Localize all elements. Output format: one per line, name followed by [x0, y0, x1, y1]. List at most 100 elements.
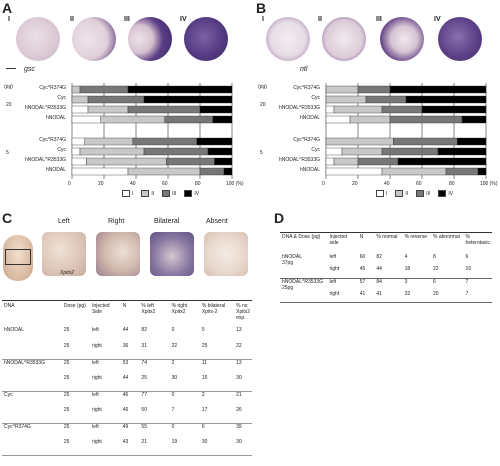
embryo-image-b2: [322, 17, 366, 61]
tick-b-0: 0: [322, 181, 325, 187]
header-c-bilateral: % bilateral Xpitx-2: [201, 303, 226, 315]
table-cell-normal: 82: [376, 254, 382, 260]
chart-b-bar-4-stage-II: [325, 137, 394, 146]
tick-a-1: 20: [98, 181, 104, 187]
bar-label-b-2: hNODAL^R3533G: [279, 105, 320, 111]
chart-a-bar-0-stage-III: [79, 85, 129, 94]
dna-name: hNODAL^R3533G: [282, 278, 323, 285]
table-cell-normal: 84: [376, 278, 382, 285]
panel-b-label: B: [256, 0, 267, 16]
header-c-dna: DNA: [4, 303, 15, 309]
table-cell-side: left: [92, 327, 99, 333]
chart-b-bar-0-stage-IV: [389, 85, 487, 94]
legend-item-a-3: III: [162, 190, 176, 197]
embryo-image-a2: [72, 17, 116, 61]
chart-b-bar-3-stage-III: [389, 115, 463, 124]
header-d-dna: DNA & Dose (pg): [282, 234, 321, 240]
table-cell-side: right: [329, 266, 340, 272]
chart-a-bar-7-stage-I: [71, 167, 129, 176]
embryo-image-a1: [16, 17, 60, 61]
chart-a-bar-3-stage-II: [100, 115, 165, 124]
dose-low-a: 5: [6, 150, 9, 156]
tick-a-4: 80: [195, 181, 201, 187]
table-cell-bi: 6: [201, 423, 205, 430]
chart-a-bar-4-stage-IV: [196, 137, 233, 146]
chart-b-bar-3-stage-I: [325, 115, 351, 124]
table-cell-dose: 25: [63, 439, 70, 445]
photo-absent: [204, 232, 248, 276]
bar-label-b-5: Cyc: [311, 147, 320, 153]
table-cell-left: 50: [141, 407, 147, 413]
table-cell-n: 46: [122, 391, 129, 398]
table-cell-bi: 2: [201, 391, 205, 398]
table-cell-dose: 25: [63, 327, 70, 333]
chart-b-bar-7-stage-IV: [477, 167, 487, 176]
bar-label-b-4: Cyc^R374G: [293, 137, 320, 143]
table-cell-n: 44: [122, 327, 129, 333]
chart-a-bar-3-stage-I: [71, 115, 101, 124]
table-cell-side: right: [92, 439, 102, 445]
chart-b-bar-2-stage-II: [333, 105, 383, 114]
chart-a-bar-1-stage-II: [71, 95, 89, 104]
photo-label-right: Right: [108, 218, 125, 225]
table-cell-bi: 11: [201, 359, 208, 366]
table-cell-abnormal: 22: [433, 266, 439, 272]
dna-dose: 25pg: [282, 284, 294, 291]
table-cell-dna: [2, 407, 62, 423]
stacked-bar-chart-a: [71, 83, 233, 179]
table-cell-dna: [2, 343, 62, 359]
chart-a-bar-2-stage-II: [87, 105, 129, 114]
stage-label-a1: I: [8, 16, 10, 23]
table-cell-right: 22: [171, 343, 178, 349]
chart-b-bar-4-stage-IV: [456, 137, 487, 146]
panel-a-label: A: [2, 0, 13, 16]
header-c-n: N: [122, 303, 127, 309]
legend-item-b-4: IV: [438, 190, 453, 197]
chart-a-bar-0-stage-IV: [127, 85, 233, 94]
table-cell-dna: [2, 439, 62, 455]
table-d-top-rule: [280, 232, 492, 233]
legend-item-a-2: II: [141, 190, 154, 197]
stage-label-b3: III: [376, 16, 382, 23]
bar-label-a-4: Cyc^R374G: [39, 137, 66, 143]
header-c-dose: Dose (pg): [63, 303, 86, 309]
tick-b-3: 60: [416, 181, 422, 187]
table-cell-bi: 15: [201, 375, 208, 381]
table-d: DNA & Dose (pg) Injected side N % normal…: [280, 234, 492, 303]
photo-label-left: Left: [58, 218, 70, 225]
table-row: hNODAL^R3533G 25pg left 57 84 3 6 7: [280, 278, 492, 291]
table-cell-right: 30: [171, 375, 178, 381]
dose-low-b: 5: [260, 150, 263, 156]
table-row: 25 right 43 21 19 30 30: [2, 439, 252, 455]
table-cell-dna: hNODAL^R3533G: [4, 359, 45, 366]
table-cell-hetero: 16: [465, 266, 472, 272]
table-cell-dna: [280, 291, 328, 303]
bar-label-a-2: hNODAL^R3533G: [25, 105, 66, 111]
table-row: right 45 44 18 22 16: [280, 266, 492, 278]
header-d-heterotaxic: % heterotaxic: [465, 234, 491, 246]
bar-label-b-1: Cyc: [311, 95, 320, 101]
table-cell-dna: hNODAL 37pg: [280, 254, 328, 266]
chart-a-bar-7-stage-IV: [223, 167, 233, 176]
chart-a-bar-6-stage-III: [166, 157, 215, 166]
bar-label-b-7: hNODAL: [299, 167, 320, 173]
table-row: 25 right 36 31 22 25 22: [2, 343, 252, 359]
chart-b-bar-7-stage-II: [381, 167, 447, 176]
legend-a: I II III IV: [122, 190, 199, 197]
table-cell-reverse: 18: [404, 266, 411, 272]
chart-a-bar-5-stage-I: [71, 147, 81, 156]
table-cell-left: 21: [141, 439, 147, 445]
tick-b-2: 40: [384, 181, 390, 187]
chart-b-bar-1-stage-III: [365, 95, 407, 104]
table-cell-dna: Cyc: [4, 391, 13, 398]
table-cell-bi: 17: [201, 407, 208, 413]
bar-label-a-7: hNODAL: [45, 167, 66, 173]
table-cell-n: 36: [122, 343, 129, 349]
table-cell-no: 13: [236, 359, 242, 366]
table-cell-bi: 5: [201, 327, 205, 333]
tadpole-thumbnail: [3, 235, 33, 281]
table-cell-side: left: [92, 391, 99, 398]
table-row: Cyc^R374G 25 left 49 55 0 6 39: [2, 423, 252, 439]
chart-b-bar-5-stage-I: [325, 147, 343, 156]
table-cell-dose: 25: [63, 423, 70, 430]
